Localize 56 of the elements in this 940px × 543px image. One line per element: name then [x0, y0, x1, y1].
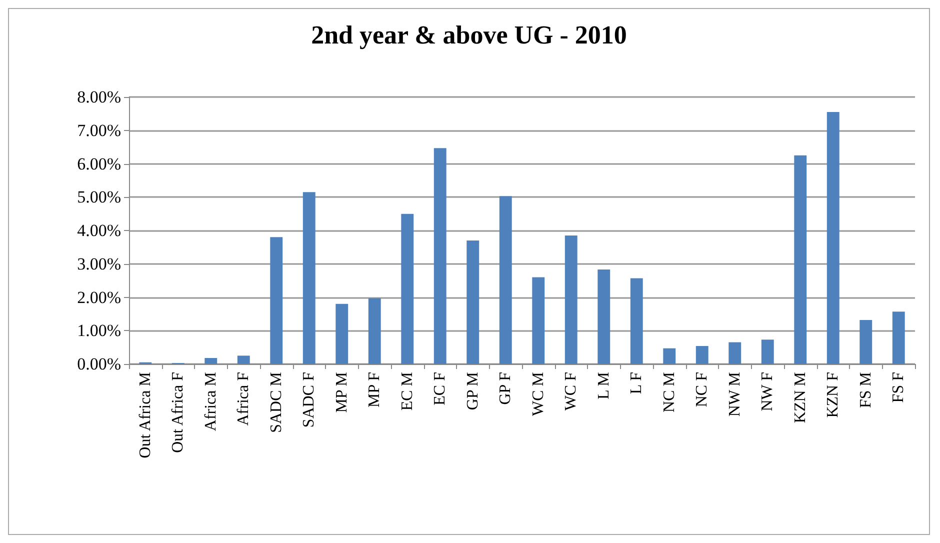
y-tick-label: 0.00% [77, 354, 121, 374]
x-tick-label: Out Africa F [170, 372, 187, 453]
y-tick-label: 8.00% [77, 88, 121, 106]
bar [564, 236, 578, 364]
x-tick-label: NC M [660, 372, 678, 412]
bar [336, 304, 348, 364]
bar [466, 240, 480, 364]
x-tick-label: EC M [398, 372, 416, 411]
x-tick-label: NW F [759, 372, 776, 412]
x-tick-label: NW M [726, 372, 744, 417]
x-tick-label: NC F [694, 372, 711, 408]
x-tick-label: MP F [366, 372, 384, 408]
bar [663, 348, 676, 364]
y-tick-label: 1.00% [77, 321, 121, 340]
bar [630, 278, 643, 364]
bar [401, 214, 414, 364]
y-tick-label: 4.00% [77, 221, 121, 240]
x-tick-label: KZN F [824, 372, 842, 418]
chart-title: 2nd year & above UG - 2010 [311, 20, 627, 50]
y-tick-label: 3.00% [77, 254, 121, 274]
bar [532, 277, 545, 364]
x-tick-label: Africa F [235, 372, 252, 426]
bar [598, 270, 610, 364]
y-tick-label: 7.00% [77, 120, 121, 140]
bar [696, 346, 708, 364]
y-tick-label: 2.00% [77, 288, 121, 307]
bar [499, 196, 512, 364]
x-tick-label: GP F [497, 372, 514, 405]
y-tick-label: 5.00% [77, 188, 121, 207]
x-tick-label: WC M [530, 372, 547, 416]
x-tick-label: GP M [464, 372, 482, 410]
x-tick-label: WC F [562, 372, 580, 411]
x-tick-label: FS F [890, 372, 908, 403]
y-tick-label: 6.00% [77, 154, 121, 174]
x-tick-label: KZN M [792, 372, 809, 424]
bar [761, 340, 774, 364]
x-tick-label: Out Africa M [136, 372, 154, 458]
x-tick-label: L M [595, 372, 612, 400]
x-tick-label: FS M [857, 372, 874, 408]
bar [826, 112, 840, 364]
bar [204, 358, 218, 364]
bar [794, 155, 807, 364]
x-tick-label: Africa M [202, 372, 220, 432]
x-tick-label: EC F [432, 372, 449, 406]
x-tick-label: SADC M [268, 372, 285, 433]
x-tick-label: SADC F [300, 372, 318, 428]
bar [368, 298, 381, 364]
bar [434, 148, 446, 364]
bar [860, 320, 872, 364]
x-tick-label: L F [628, 372, 646, 394]
x-tick-label: MP M [333, 372, 350, 413]
bar [270, 237, 283, 364]
bar [892, 312, 905, 364]
bar [302, 192, 316, 364]
bar [237, 356, 250, 364]
bar [728, 342, 742, 364]
